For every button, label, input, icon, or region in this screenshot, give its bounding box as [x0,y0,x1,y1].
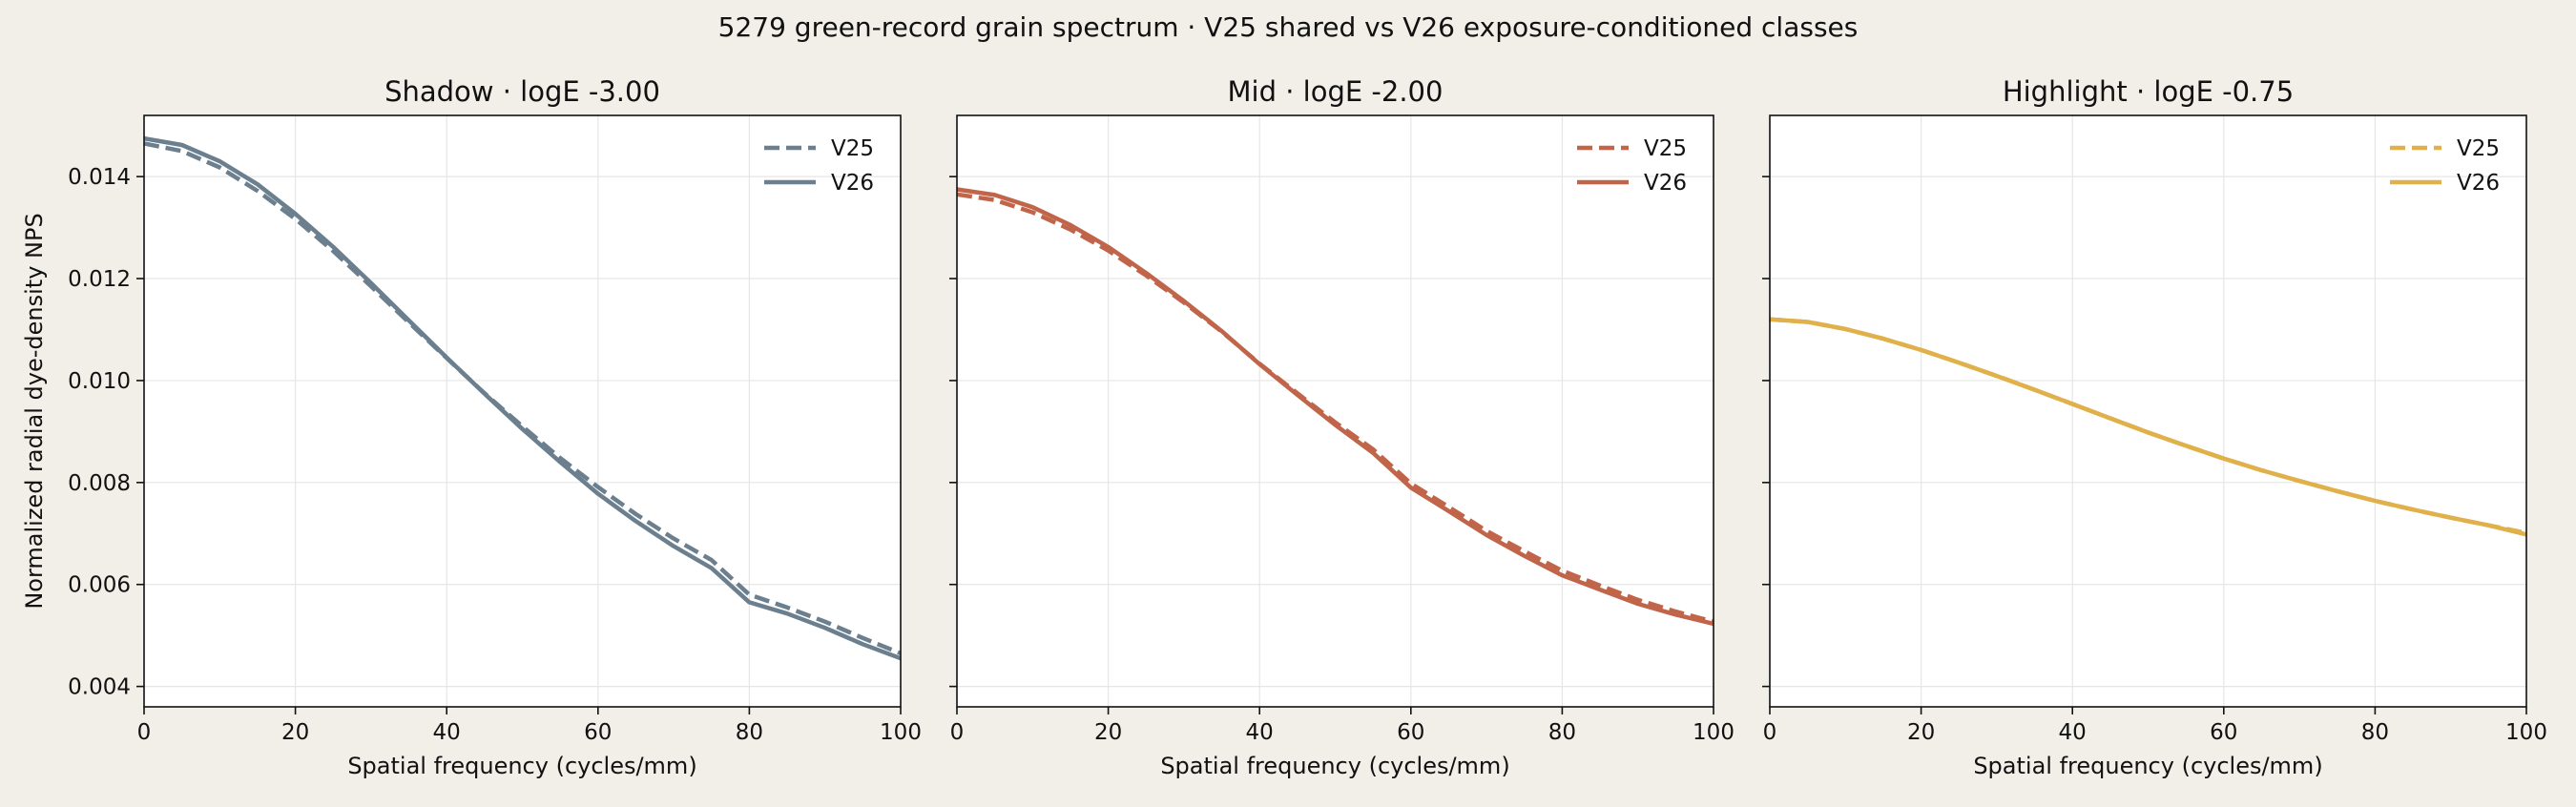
panel-title: Highlight · logE -0.75 [2003,75,2294,108]
x-tick-label: 80 [736,720,763,745]
x-tick-label: 60 [2210,720,2237,745]
plot-area [1770,115,2526,707]
x-tick-label: 0 [950,720,965,745]
chart-panel-3: 0 20 40 60 80 100 Highlight · logE -0.75 Spatia… [1762,75,2547,779]
x-tick-label: 100 [1693,720,1735,745]
x-tick-label: 80 [1548,720,1576,745]
x-axis-label: Spatial frequency (cycles/mm) [1973,753,2322,779]
x-tick-label: 0 [137,720,152,745]
x-tick-label: 40 [1246,720,1274,745]
axes-frame [956,114,1714,708]
legend-label-v26: V26 [1644,171,1687,196]
series-line-v26 [143,135,902,661]
x-tick-label: 20 [281,720,309,745]
chart-panels: 0 20 40 60 80 100 0.004 0.006 0.008 0.010 0.012 0.0… [21,75,2547,779]
y-tick-label: 0.006 [68,573,131,598]
x-tick-label: 80 [2361,720,2389,745]
x-tick-label: 20 [1094,720,1122,745]
series-line-v26 [956,187,1714,627]
plot-area [144,115,901,707]
y-tick-label: 0.010 [68,369,131,394]
x-axis-label: Spatial frequency (cycles/mm) [347,753,696,779]
legend-label-v25: V25 [831,136,874,161]
y-tick-label: 0.008 [68,471,131,496]
legend-label-v25: V25 [1644,136,1687,161]
x-axis-label: Spatial frequency (cycles/mm) [1160,753,1509,779]
x-tick-label: 20 [1907,720,1935,745]
axes-frame [143,114,902,708]
series-line-v25 [143,141,902,655]
x-tick-label: 40 [2059,720,2087,745]
axes-frame [1769,114,2527,708]
chart-panel-2: 0 20 40 60 80 100 Mid · logE -2.00 Spatial freq… [949,75,1735,779]
series-line-v26 [1769,317,2527,537]
y-axis-label: Normalized radial dye-density NPS [21,213,48,609]
plot-area [957,115,1714,707]
x-tick-label: 100 [880,720,922,745]
x-tick-label: 60 [1397,720,1424,745]
legend-label-v26: V26 [831,171,874,196]
x-tick-label: 0 [1763,720,1777,745]
y-tick-label: 0.014 [68,165,131,190]
x-tick-label: 60 [584,720,612,745]
chart-panel-1: 0 20 40 60 80 100 0.004 0.006 0.008 0.010 0.012 0.0… [21,75,922,779]
x-tick-label: 40 [433,720,461,745]
panel-title: Mid · logE -2.00 [1228,75,1444,108]
x-tick-label: 100 [2505,720,2547,745]
y-tick-label: 0.012 [68,267,131,292]
figure-suptitle: 5279 green-record grain spectrum · V25 s… [718,11,1859,43]
legend-label-v26: V26 [2457,171,2500,196]
panel-title: Shadow · logE -3.00 [384,75,660,108]
legend-label-v25: V25 [2457,136,2500,161]
y-tick-label: 0.004 [68,675,131,700]
